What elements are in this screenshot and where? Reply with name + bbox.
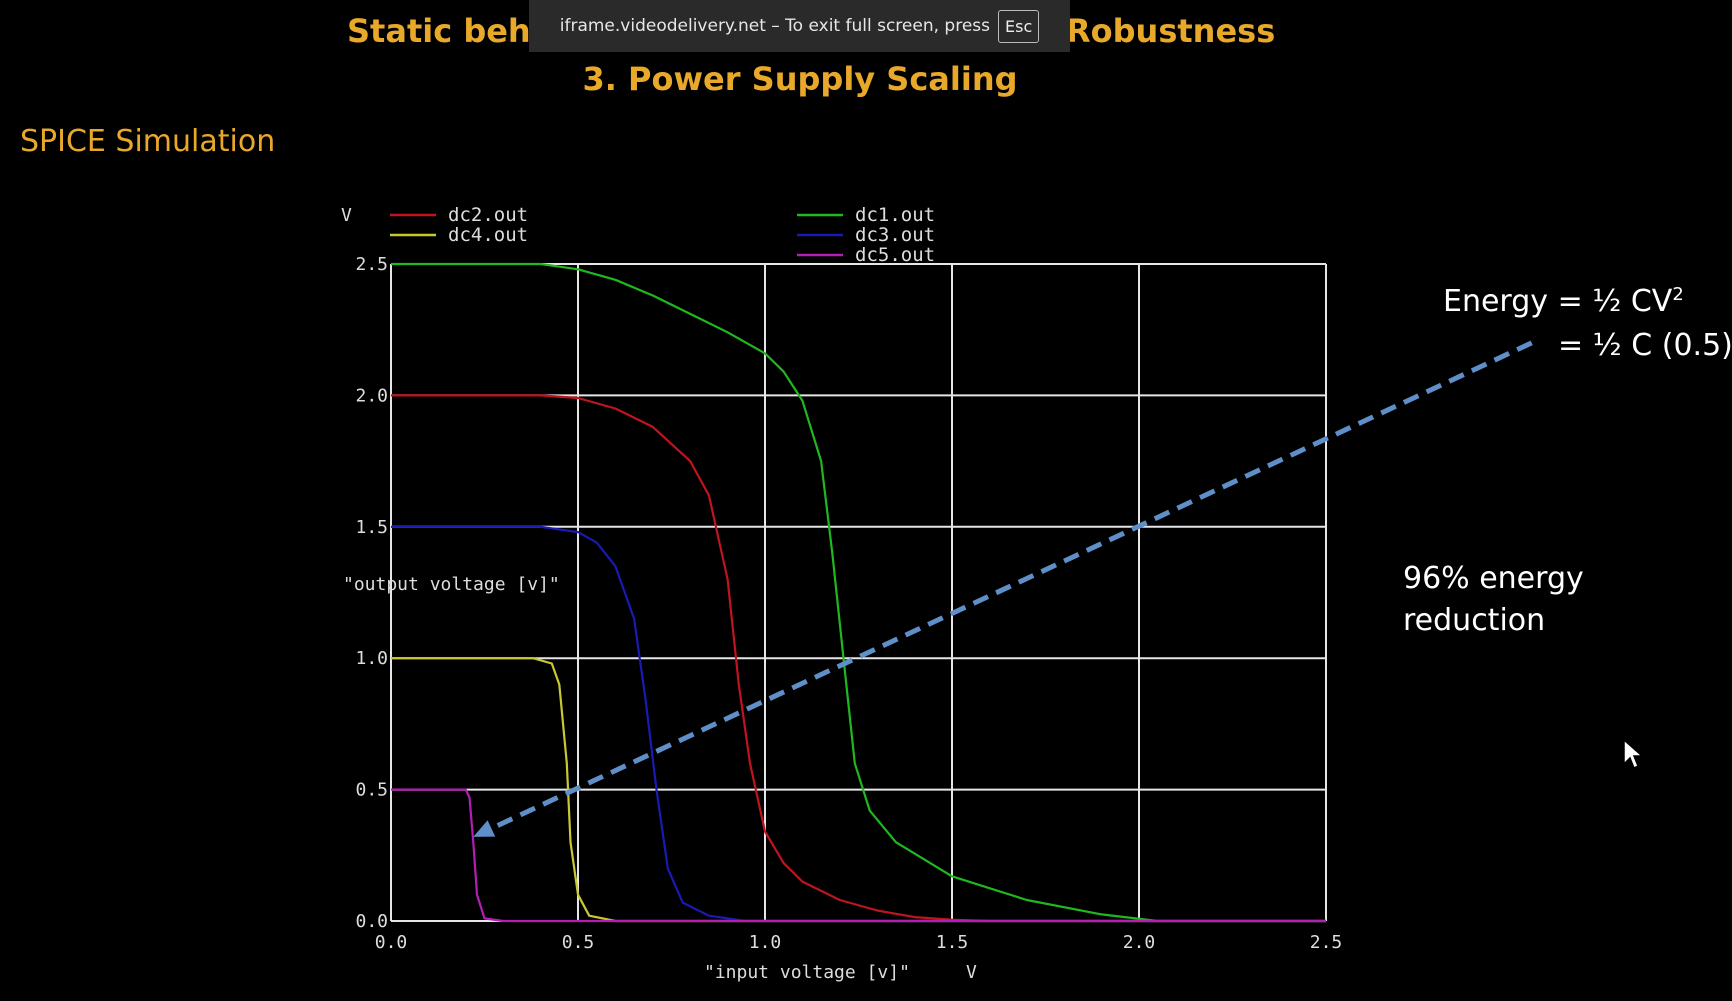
- chart-curves: [391, 262, 1326, 923]
- curve-dc5-out: [391, 788, 1326, 923]
- slide-title-right: Robustness: [1066, 12, 1276, 50]
- energy-formula-line2-text: = ½ C (0.5): [1558, 328, 1732, 363]
- esc-key-badge[interactable]: Esc: [998, 9, 1040, 43]
- x-tick-label: 1.5: [936, 932, 969, 953]
- y-tick-label: 1.0: [355, 648, 388, 669]
- energy-arrow-head: [473, 820, 496, 837]
- y-unit-label: V: [341, 205, 352, 226]
- legend-label-dc1-out: dc1.out: [855, 204, 935, 226]
- energy-formula-line1: Energy = ½ CV2: [1443, 284, 1684, 319]
- x-unit-label: V: [966, 962, 977, 983]
- energy-formula-line2: = ½ C (0.5)2: [1558, 328, 1732, 363]
- y-tick-label: 0.5: [355, 780, 388, 801]
- fullscreen-notice-text: iframe.videodelivery.net – To exit full …: [559, 16, 990, 36]
- x-tick-label: 0.0: [375, 932, 408, 953]
- y-tick-label: 0.0: [355, 911, 388, 932]
- x-tick-label: 0.5: [562, 932, 595, 953]
- energy-formula-line1-sup: 2: [1672, 284, 1684, 305]
- y-axis-label: "output voltage [v]": [343, 574, 560, 595]
- y-tick-label: 1.5: [355, 517, 388, 538]
- legend-label-dc4-out: dc4.out: [448, 224, 528, 246]
- x-axis-label: "input voltage [v]": [704, 962, 910, 983]
- slide-subtitle: 3. Power Supply Scaling: [582, 60, 1018, 98]
- curve-dc1-out: [391, 262, 1326, 923]
- legend-label-dc3-out: dc3.out: [855, 224, 935, 246]
- y-tick-label: 2.5: [355, 254, 388, 275]
- y-tick-label: 2.0: [355, 385, 388, 406]
- x-tick-label: 2.5: [1310, 932, 1343, 953]
- x-tick-label: 1.0: [749, 932, 782, 953]
- curve-dc3-out: [391, 525, 1326, 923]
- fullscreen-notice: iframe.videodelivery.net – To exit full …: [529, 0, 1070, 52]
- slide-title-left: Static beha: [347, 12, 553, 50]
- energy-arrow-line: [490, 340, 1533, 831]
- legend-label-dc5-out: dc5.out: [855, 244, 935, 266]
- chart-ticks: 0.0 0.5 1.0 1.5 2.0 2.5 0.0 0.5 1.0 1.5 2.0 2.5: [355, 254, 1342, 953]
- energy-formula-line1-text: Energy = ½ CV: [1443, 284, 1673, 319]
- mouse-cursor-icon: [1623, 738, 1644, 770]
- section-label: SPICE Simulation: [20, 124, 276, 159]
- legend-label-dc2-out: dc2.out: [448, 204, 528, 226]
- curve-dc2-out: [391, 394, 1326, 923]
- energy-reduction-note: 96% energy reduction: [1403, 561, 1584, 638]
- x-tick-label: 2.0: [1123, 932, 1156, 953]
- curve-dc4-out: [391, 657, 1326, 923]
